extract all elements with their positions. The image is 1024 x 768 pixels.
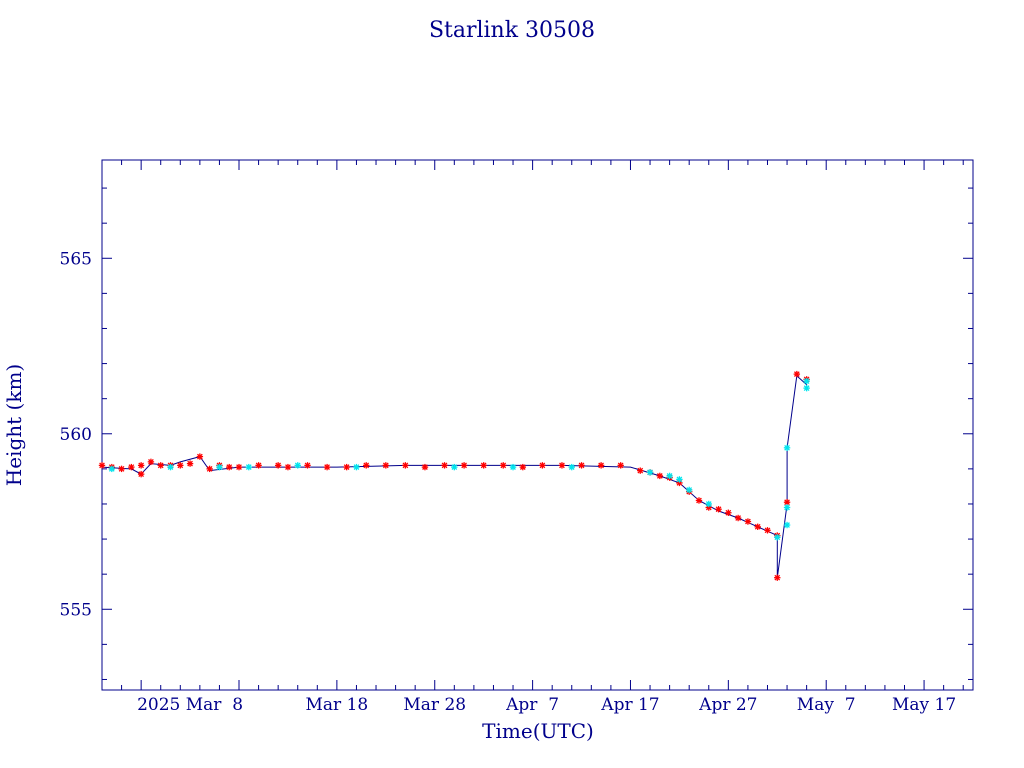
data-point bbox=[500, 462, 507, 469]
y-axis-label: Height (km) bbox=[2, 364, 26, 486]
data-point bbox=[774, 534, 781, 541]
data-point bbox=[353, 463, 360, 471]
data-point bbox=[137, 470, 145, 478]
data-point bbox=[421, 463, 429, 471]
data-point bbox=[676, 476, 683, 483]
data-point bbox=[764, 527, 771, 534]
data-point bbox=[451, 463, 458, 471]
data-point bbox=[196, 453, 204, 460]
data-point bbox=[617, 462, 624, 469]
data-point bbox=[323, 463, 331, 471]
data-point bbox=[705, 500, 712, 508]
y-tick-labels: 555 560 565 bbox=[60, 249, 92, 620]
x-axis-label: Time(UTC) bbox=[482, 719, 594, 743]
data-point bbox=[245, 463, 252, 471]
data-point bbox=[206, 465, 213, 473]
data-point bbox=[177, 462, 184, 469]
data-point bbox=[186, 460, 194, 467]
data-point bbox=[304, 462, 311, 469]
data-point bbox=[519, 463, 527, 471]
data-point bbox=[226, 463, 233, 471]
data-point bbox=[695, 497, 703, 504]
data-point bbox=[646, 469, 654, 476]
data-point bbox=[783, 521, 791, 529]
data-point bbox=[157, 462, 164, 469]
data-point bbox=[441, 462, 448, 469]
data-point bbox=[558, 462, 566, 469]
x-tick-label: Mar 18 bbox=[306, 695, 369, 715]
data-point bbox=[137, 462, 145, 469]
data-point bbox=[783, 504, 791, 511]
x-tick-labels: 2025 Mar 8 Mar 18 Mar 28 Apr 7 Apr 17 Apr 27 M… bbox=[137, 695, 956, 715]
data-point bbox=[343, 463, 350, 471]
data-point bbox=[685, 486, 693, 494]
data-point bbox=[363, 462, 370, 469]
series-line bbox=[101, 374, 808, 578]
x-tick-label: Apr 7 bbox=[505, 695, 559, 715]
data-point bbox=[255, 462, 262, 469]
data-point bbox=[128, 463, 135, 471]
data-point bbox=[284, 463, 292, 471]
axis-ticks bbox=[101, 160, 973, 690]
data-point bbox=[637, 467, 644, 474]
data-point bbox=[597, 462, 605, 469]
chart-title: Starlink 30508 bbox=[429, 18, 595, 43]
data-point bbox=[734, 514, 742, 522]
data-point bbox=[725, 509, 732, 516]
data-point bbox=[235, 463, 243, 471]
data-point bbox=[480, 462, 487, 469]
x-tick-label: Apr 17 bbox=[600, 695, 659, 715]
plot-frame bbox=[101, 159, 974, 691]
y-tick-label: 555 bbox=[60, 600, 92, 620]
data-point bbox=[274, 462, 282, 469]
data-point bbox=[216, 463, 223, 471]
data-point bbox=[578, 462, 585, 469]
x-tick-label: May 17 bbox=[892, 695, 956, 715]
data-markers bbox=[98, 370, 810, 581]
data-point bbox=[715, 506, 722, 513]
data-point bbox=[108, 465, 115, 473]
data-point bbox=[783, 444, 791, 452]
x-tick-label: Mar 28 bbox=[403, 695, 466, 715]
data-point bbox=[509, 463, 517, 471]
x-tick-label: 2025 Mar 8 bbox=[137, 695, 243, 715]
data-point bbox=[744, 518, 752, 525]
data-point bbox=[774, 574, 781, 581]
y-tick-label: 560 bbox=[60, 425, 92, 445]
data-point bbox=[402, 462, 409, 469]
data-point bbox=[803, 384, 810, 392]
y-tick-label: 565 bbox=[60, 249, 92, 269]
data-point bbox=[98, 462, 106, 469]
data-point bbox=[382, 462, 390, 469]
data-point bbox=[460, 462, 468, 469]
data-point bbox=[803, 377, 810, 385]
data-point bbox=[294, 462, 301, 469]
data-point bbox=[666, 472, 673, 480]
data-point bbox=[118, 465, 125, 473]
x-tick-label: Apr 27 bbox=[698, 695, 757, 715]
data-point bbox=[754, 523, 761, 530]
data-point bbox=[793, 370, 801, 378]
data-point bbox=[539, 462, 546, 469]
data-point bbox=[167, 463, 174, 471]
x-tick-label: May 7 bbox=[797, 695, 856, 715]
data-point bbox=[656, 472, 664, 480]
data-point bbox=[147, 458, 155, 466]
data-point bbox=[568, 463, 575, 471]
